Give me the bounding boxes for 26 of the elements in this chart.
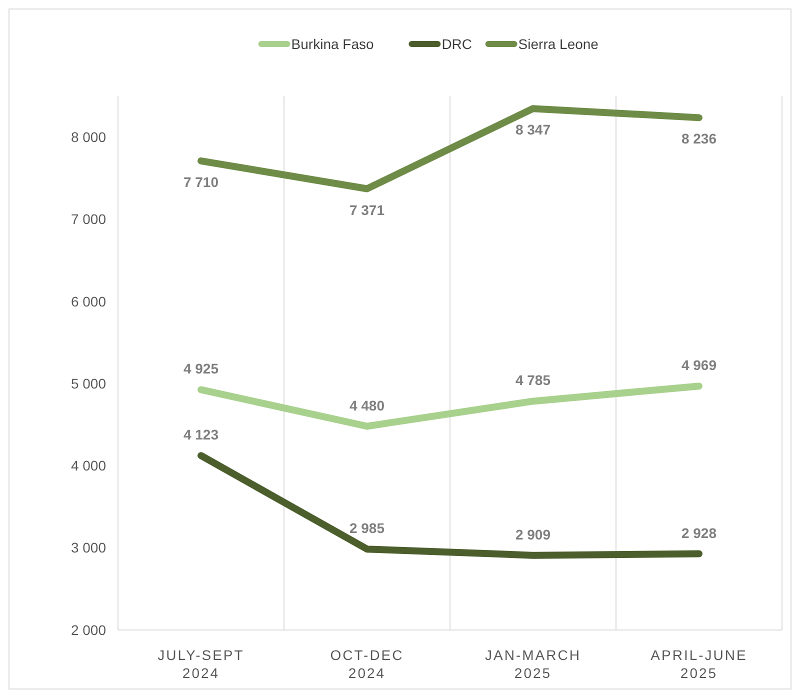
data-label: 8 236 xyxy=(681,130,717,147)
data-label: 4 480 xyxy=(349,397,385,414)
legend-label: Burkina Faso xyxy=(291,36,374,52)
data-label: 7 371 xyxy=(349,202,385,218)
data-label: 4 123 xyxy=(183,426,219,443)
legend-label: Sierra Leone xyxy=(518,36,599,52)
y-tick-label: 3 000 xyxy=(70,540,106,556)
data-label: 2 985 xyxy=(349,520,385,536)
legend-label: DRC xyxy=(442,36,472,52)
data-label: 4 785 xyxy=(515,372,551,388)
x-tick-label: JAN-MARCH 2025 xyxy=(485,647,581,681)
data-label: 7 710 xyxy=(183,174,219,190)
data-label: 8 347 xyxy=(515,122,551,138)
data-label: 4 969 xyxy=(681,357,717,374)
y-tick-label: 6 000 xyxy=(70,293,106,310)
data-label: 4 925 xyxy=(183,360,219,377)
y-tick-label: 5 000 xyxy=(70,375,106,392)
y-tick-label: 8 000 xyxy=(70,128,106,145)
data-label: 2 909 xyxy=(515,526,551,542)
y-tick-label: 7 000 xyxy=(70,211,106,228)
x-tick-label: APRIL-JUNE 2025 xyxy=(650,647,748,681)
data-label: 2 928 xyxy=(681,524,717,541)
x-tick-label: OCT-DEC 2024 xyxy=(330,647,404,681)
y-tick-label: 2 000 xyxy=(70,622,106,638)
x-tick-label: JULY-SEPT 2024 xyxy=(158,647,244,681)
y-tick-label: 4 000 xyxy=(70,458,106,474)
